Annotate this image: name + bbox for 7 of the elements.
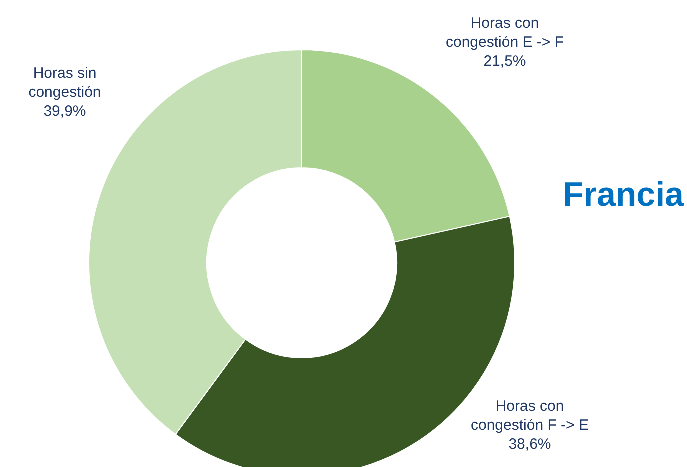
- slice-label: Horas con congestión E -> F: [446, 14, 564, 50]
- slice-label: Horas sin congestión: [28, 64, 102, 100]
- data-label: 21,5%: [484, 52, 526, 70]
- data-label: 39,9%: [44, 102, 86, 120]
- slice-label: Horas con congestión F -> E: [471, 398, 589, 434]
- data-label: 38,6%: [508, 436, 552, 452]
- text: Francia: [563, 176, 684, 215]
